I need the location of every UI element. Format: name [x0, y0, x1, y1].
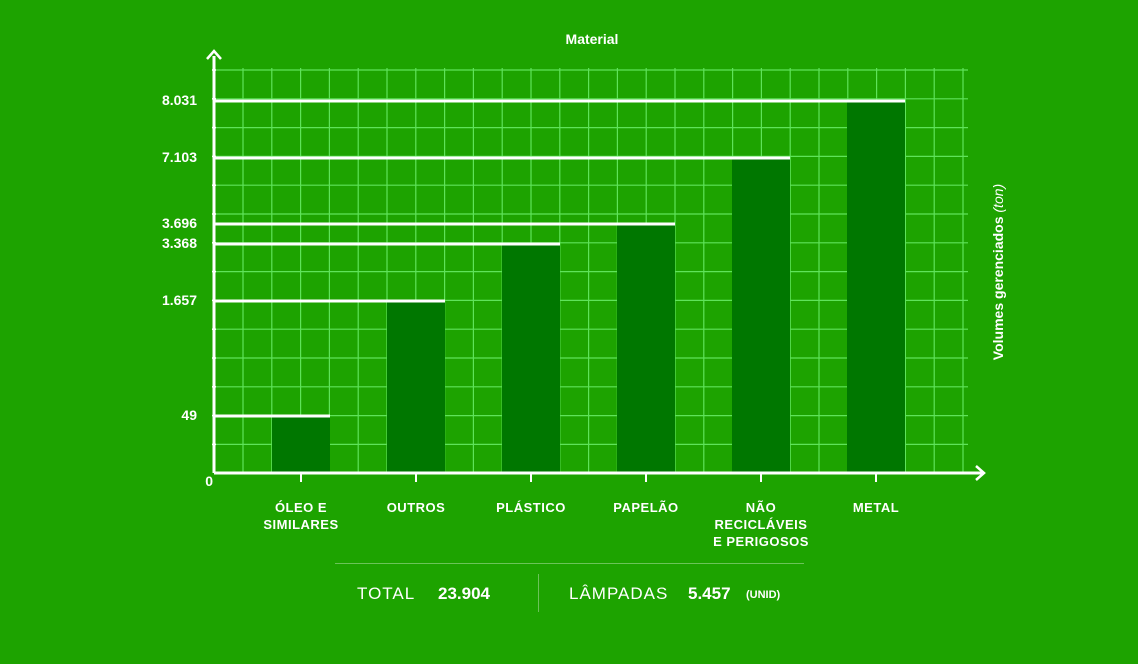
- total-label: TOTAL: [357, 584, 416, 603]
- x-tick-label: PLÁSTICO: [496, 500, 566, 515]
- reference-lines: [214, 99, 905, 482]
- x-tick-label: PAPELÃO: [613, 500, 679, 515]
- bar: [387, 301, 445, 473]
- bar: [502, 244, 560, 473]
- lamps-unit: (UNID): [746, 589, 781, 601]
- y-axis-label: Volumes gerenciados: [990, 216, 1006, 361]
- bar: [272, 416, 330, 473]
- summary-divider-line: [335, 563, 804, 564]
- y-axis-unit: (ton): [990, 183, 1006, 213]
- lamps-label: LÂMPADAS: [569, 584, 669, 603]
- y-axis-arrow: [206, 49, 222, 60]
- x-tick-label: OUTROS: [386, 500, 446, 515]
- y-tick-label: 49: [181, 407, 197, 423]
- bar: [617, 224, 675, 473]
- chart-title: Material: [565, 31, 619, 47]
- x-tick-label: ÓLEO E SIMILARES: [263, 500, 339, 532]
- y-tick-label: 7.103: [161, 149, 197, 165]
- y-tick-label: 8.031: [161, 92, 197, 108]
- x-tick-label: METAL: [852, 500, 900, 515]
- y-tick-label: 3.696: [161, 215, 197, 231]
- bar: [732, 158, 790, 473]
- y-tick-label: 3.368: [161, 235, 197, 251]
- x-tick-label: NÃO RECICLÁVEIS E PERIGOSOS: [713, 500, 809, 549]
- bar: [847, 101, 905, 473]
- summary-vertical-divider: [538, 574, 539, 612]
- bars-group: [272, 101, 905, 473]
- y-axis-title: Volumes gerenciados (ton): [990, 184, 1006, 360]
- lamps-value: 5.457: [688, 584, 731, 603]
- total-value: 23.904: [438, 584, 490, 603]
- x-axis-arrow: [975, 465, 986, 481]
- chart-axes: [206, 49, 986, 481]
- y-tick-label: 1.657: [161, 292, 197, 308]
- y-origin-label: 0: [205, 473, 213, 489]
